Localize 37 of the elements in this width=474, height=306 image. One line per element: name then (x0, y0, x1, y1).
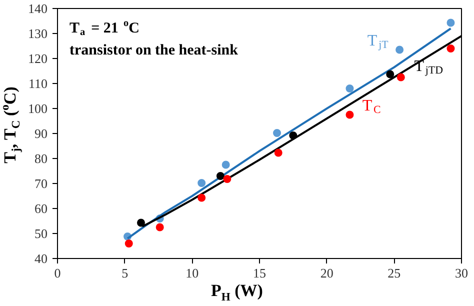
point (396, 73, 405, 82)
point (223, 175, 232, 183)
y-tick-label: 90 (34, 126, 48, 141)
point (216, 172, 224, 180)
annotation: transistor on the heat-sink (70, 42, 239, 58)
y-tick-label: 100 (28, 101, 48, 116)
x-tick-label: 10 (186, 266, 199, 280)
point (346, 110, 354, 119)
y-tick-label: 140 (28, 1, 48, 16)
x-tick-label: 30 (455, 266, 468, 280)
x-tick-label: 15 (253, 266, 266, 280)
x-axis-title: P$_{H}$ (W) (211, 281, 263, 304)
point (273, 129, 282, 137)
point (136, 218, 145, 227)
point (222, 160, 230, 169)
point (198, 194, 206, 202)
y-tick-label: 80 (34, 151, 48, 166)
point (446, 18, 455, 27)
x-tick-label: 25 (388, 266, 401, 280)
y-tick-label: 50 (34, 226, 48, 241)
x-tick-label: 20 (320, 266, 334, 280)
point (198, 179, 206, 187)
point (386, 70, 394, 78)
point (274, 148, 282, 157)
y-tick-label: 110 (28, 76, 48, 91)
point (156, 223, 164, 232)
y-tick-label: 70 (34, 176, 48, 191)
x-tick-label: 5 (122, 266, 128, 280)
y-tick-label: 40 (34, 251, 48, 266)
point (396, 46, 404, 54)
x-tick-label: 0 (54, 266, 61, 280)
point (124, 240, 133, 248)
y-tick-label: 60 (34, 201, 48, 216)
y-tick-label: 120 (28, 51, 48, 66)
y-tick-label: 130 (28, 26, 48, 41)
point (446, 44, 455, 52)
point (346, 84, 354, 92)
